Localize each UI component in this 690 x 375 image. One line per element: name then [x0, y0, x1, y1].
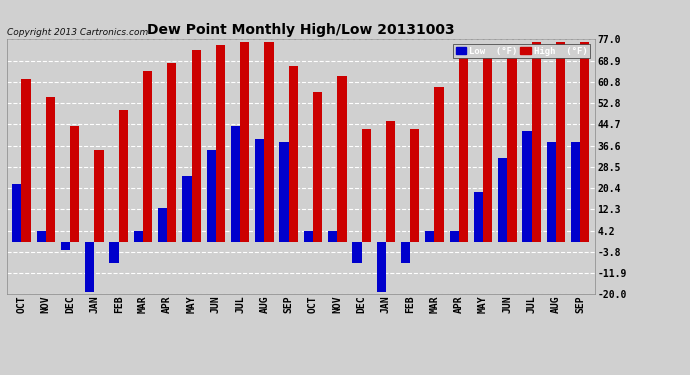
Bar — [21, 79, 31, 242]
Bar — [362, 129, 371, 242]
Bar — [386, 121, 395, 242]
Legend: Low  (°F), High  (°F): Low (°F), High (°F) — [453, 44, 590, 58]
Bar — [449, 231, 459, 242]
Bar — [498, 158, 507, 242]
Bar — [182, 176, 192, 242]
Bar — [474, 192, 483, 242]
Bar — [167, 63, 177, 242]
Bar — [337, 76, 346, 242]
Bar — [61, 242, 70, 250]
Bar — [435, 87, 444, 242]
Bar — [134, 231, 143, 242]
Bar — [507, 45, 517, 242]
Bar — [556, 42, 565, 242]
Bar — [231, 126, 240, 242]
Bar — [264, 42, 274, 242]
Bar — [240, 42, 249, 242]
Bar — [410, 129, 420, 242]
Bar — [279, 142, 288, 242]
Bar — [546, 142, 556, 242]
Bar — [580, 42, 589, 242]
Title: Dew Point Monthly High/Low 20131003: Dew Point Monthly High/Low 20131003 — [147, 23, 455, 37]
Bar — [158, 208, 167, 242]
Text: Copyright 2013 Cartronics.com: Copyright 2013 Cartronics.com — [7, 28, 148, 37]
Bar — [216, 45, 225, 242]
Bar — [12, 184, 21, 242]
Bar — [425, 231, 435, 242]
Bar — [571, 142, 580, 242]
Bar — [206, 150, 216, 242]
Bar — [95, 150, 103, 242]
Bar — [110, 242, 119, 263]
Bar — [46, 97, 55, 242]
Bar — [37, 231, 46, 242]
Bar — [192, 50, 201, 242]
Bar — [353, 242, 362, 263]
Bar — [328, 231, 337, 242]
Bar — [304, 231, 313, 242]
Bar — [459, 58, 468, 242]
Bar — [85, 242, 95, 292]
Bar — [483, 50, 492, 242]
Bar — [288, 66, 298, 242]
Bar — [143, 71, 152, 242]
Bar — [70, 126, 79, 242]
Bar — [401, 242, 410, 263]
Bar — [255, 139, 264, 242]
Bar — [531, 42, 541, 242]
Bar — [119, 110, 128, 242]
Bar — [522, 131, 531, 242]
Bar — [377, 242, 386, 292]
Bar — [313, 92, 322, 242]
